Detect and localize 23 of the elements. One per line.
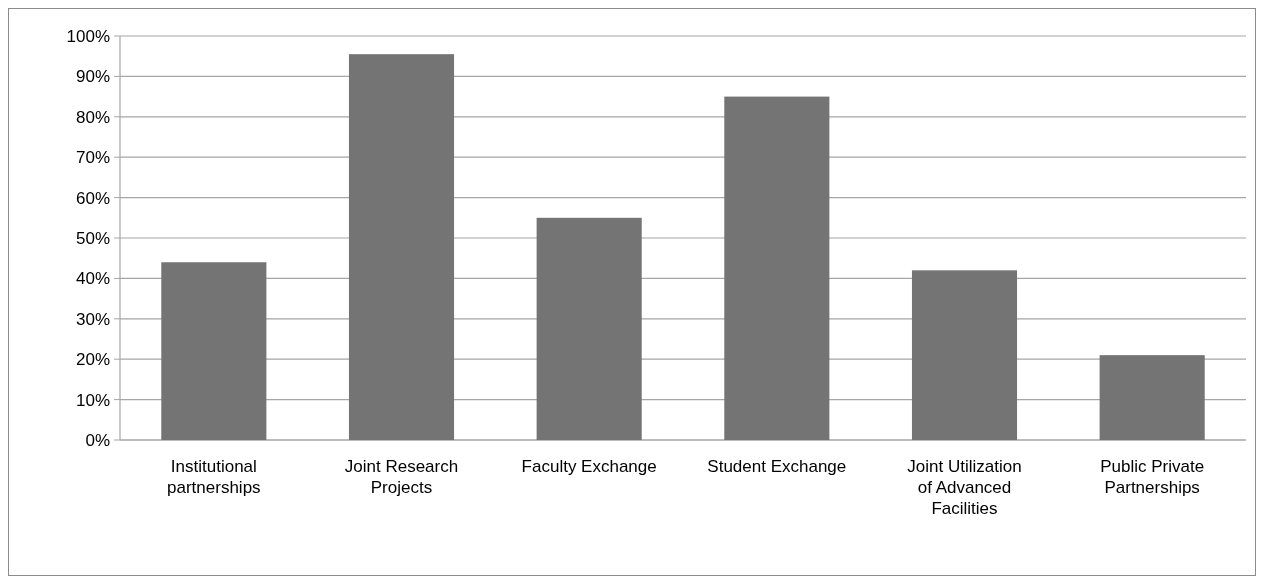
x-tick-label: Institutional partnerships: [167, 457, 261, 497]
y-tick-label: 90%: [75, 67, 110, 87]
x-tick-label: Public Private Partnerships: [1100, 457, 1205, 497]
x-tick-label: Student Exchange: [707, 457, 847, 476]
y-tick-label: 100%: [66, 26, 110, 46]
y-tick-label: 60%: [75, 188, 110, 208]
y-tick-label: 0%: [85, 430, 110, 450]
y-tick-label: 40%: [75, 269, 110, 289]
y-tick-label: 30%: [75, 309, 110, 329]
bar: [348, 54, 455, 440]
x-tick-label: Joint Utilization of Advanced Facilities: [907, 457, 1022, 518]
y-tick-label: 80%: [75, 107, 110, 127]
bar: [161, 262, 267, 440]
y-tick-label: 10%: [75, 390, 110, 410]
bar: [536, 217, 642, 440]
y-tick-label: 20%: [75, 350, 110, 370]
bar: [1099, 355, 1205, 440]
x-tick-label: Faculty Exchange: [521, 457, 657, 476]
bar: [724, 96, 830, 440]
y-tick-label: 50%: [75, 228, 110, 248]
bar: [911, 270, 1018, 440]
y-tick-label: 70%: [75, 148, 110, 168]
x-tick-label: Joint Research Projects: [344, 457, 459, 497]
